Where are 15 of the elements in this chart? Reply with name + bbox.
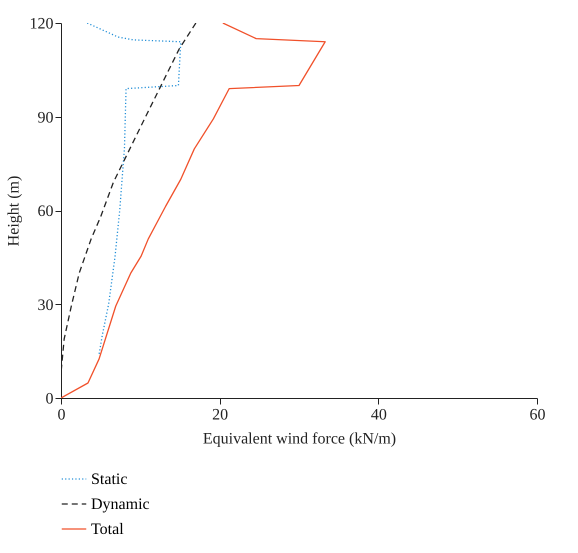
line-series <box>86 23 182 355</box>
legend-label: Total <box>91 521 124 538</box>
legend-label: Static <box>91 471 128 488</box>
legend-label: Dynamic <box>91 496 150 513</box>
y-tick-label: 120 <box>30 16 54 32</box>
y-tick-label: 30 <box>38 296 54 314</box>
y-tick-label: 90 <box>38 109 54 126</box>
x-tick-label: 0 <box>58 406 66 424</box>
y-tick-label: 60 <box>38 203 54 220</box>
x-tick-label: 20 <box>212 406 228 424</box>
y-tick-label: 0 <box>46 390 54 408</box>
x-tick-label: 40 <box>370 406 387 424</box>
x-tick-label: 60 <box>530 406 546 424</box>
x-axis-title: Equivalent wind force (kN/m) <box>202 430 396 448</box>
y-axis-title: Height (m) <box>6 176 22 246</box>
